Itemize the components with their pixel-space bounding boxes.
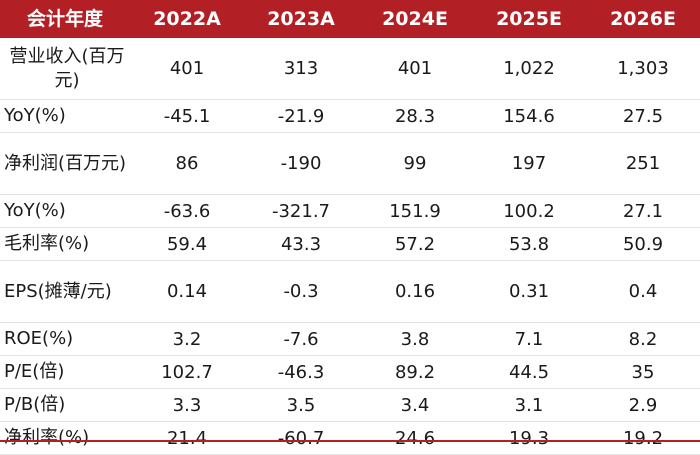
- table-cell: 7.1: [514, 328, 544, 350]
- table-cell: 2.9: [628, 394, 658, 416]
- row-label: 毛利率(%): [4, 233, 90, 254]
- table-row: 净利润(百万元) 86 -190 99 197 251: [0, 133, 700, 195]
- table-cell: 53.8: [508, 233, 550, 255]
- table-cell: 154.6: [503, 105, 555, 127]
- table-cell: 251: [625, 153, 661, 174]
- table-cell: 59.4: [166, 233, 208, 255]
- table-cell: 3.2: [172, 328, 202, 350]
- table-cell: 21.4: [166, 427, 208, 449]
- table-cell: 0.14: [166, 281, 208, 302]
- row-label: 净利率(%): [4, 427, 90, 448]
- table-cell: 50.9: [622, 233, 664, 255]
- table-cell: -45.1: [163, 105, 211, 127]
- table-cell: 3.5: [286, 394, 316, 416]
- table-row: 净利率(%) 21.4 -60.7 24.6 19.3 19.2: [0, 422, 700, 455]
- table-cell: 3.3: [172, 394, 202, 416]
- table-cell: 27.5: [622, 105, 664, 127]
- table-bottom-rule: [0, 440, 700, 442]
- header-cell-fiscal-year: 会计年度: [26, 8, 103, 30]
- row-label: P/E(倍): [4, 361, 65, 382]
- table-cell: 89.2: [394, 361, 436, 383]
- table-cell: -46.3: [277, 361, 325, 383]
- table-cell: 151.9: [389, 200, 441, 222]
- table-row: YoY(%) -63.6 -321.7 151.9 100.2 27.1: [0, 195, 700, 228]
- row-label: EPS(摊薄/元): [4, 280, 112, 302]
- header-cell-2024e: 2024E: [382, 8, 448, 30]
- header-cell-2022a: 2022A: [153, 8, 221, 30]
- row-label: ROE(%): [4, 328, 74, 349]
- table-cell: 401: [169, 58, 205, 79]
- row-label: 净利润(百万元): [4, 152, 127, 174]
- table-cell: 57.2: [394, 233, 436, 255]
- table-cell: 86: [175, 153, 199, 174]
- table-cell: 0.4: [628, 281, 658, 302]
- table-cell: 100.2: [503, 200, 555, 222]
- table-cell: 43.3: [280, 233, 322, 255]
- table-cell: 19.2: [622, 427, 664, 449]
- table-cell: 19.3: [508, 427, 550, 449]
- header-cell-2023a: 2023A: [267, 8, 335, 30]
- table-cell: -60.7: [277, 427, 325, 449]
- table-cell: 99: [403, 153, 427, 174]
- table-cell: 197: [511, 153, 547, 174]
- table-cell: 1,303: [617, 58, 669, 79]
- table-cell: 1,022: [503, 58, 555, 79]
- table-cell: -321.7: [271, 200, 331, 222]
- table-row: P/E(倍) 102.7 -46.3 89.2 44.5 35: [0, 356, 700, 389]
- table-cell: 27.1: [622, 200, 664, 222]
- table-header-row: 会计年度 2022A 2023A 2024E 2025E 2026E: [0, 0, 700, 38]
- header-cell-2026e: 2026E: [610, 8, 676, 30]
- table-cell: 3.4: [400, 394, 430, 416]
- table-row: EPS(摊薄/元) 0.14 -0.3 0.16 0.31 0.4: [0, 261, 700, 323]
- table-cell: 3.8: [400, 328, 430, 350]
- table-row: 毛利率(%) 59.4 43.3 57.2 53.8 50.9: [0, 228, 700, 261]
- table-cell: 313: [283, 58, 319, 79]
- table-cell: -63.6: [163, 200, 211, 222]
- row-label: P/B(倍): [4, 394, 66, 415]
- table-cell: 44.5: [508, 361, 550, 383]
- table-cell: -190: [280, 153, 322, 174]
- table-cell: 24.6: [394, 427, 436, 449]
- table-row: YoY(%) -45.1 -21.9 28.3 154.6 27.5: [0, 100, 700, 133]
- table-cell: 35: [631, 361, 655, 383]
- table-cell: 0.31: [508, 281, 550, 302]
- table-row: 营业收入(百万元) 401 313 401 1,022 1,303: [0, 38, 700, 100]
- row-label: YoY(%): [4, 105, 66, 126]
- table-cell: 3.1: [514, 394, 544, 416]
- table-row: P/B(倍) 3.3 3.5 3.4 3.1 2.9: [0, 389, 700, 422]
- table-cell: 401: [397, 58, 433, 79]
- table-body: 营业收入(百万元) 401 313 401 1,022 1,303 YoY(%)…: [0, 38, 700, 455]
- table-cell: -7.6: [283, 328, 319, 350]
- table-cell: 28.3: [394, 105, 436, 127]
- table-row: ROE(%) 3.2 -7.6 3.8 7.1 8.2: [0, 323, 700, 356]
- row-label: 营业收入(百万元): [9, 45, 125, 91]
- table-cell: -21.9: [277, 105, 325, 127]
- table-cell: -0.3: [283, 281, 319, 302]
- table-cell: 102.7: [161, 361, 213, 383]
- header-cell-2025e: 2025E: [496, 8, 562, 30]
- table-cell: 8.2: [628, 328, 658, 350]
- row-label: YoY(%): [4, 200, 66, 221]
- table-cell: 0.16: [394, 281, 436, 302]
